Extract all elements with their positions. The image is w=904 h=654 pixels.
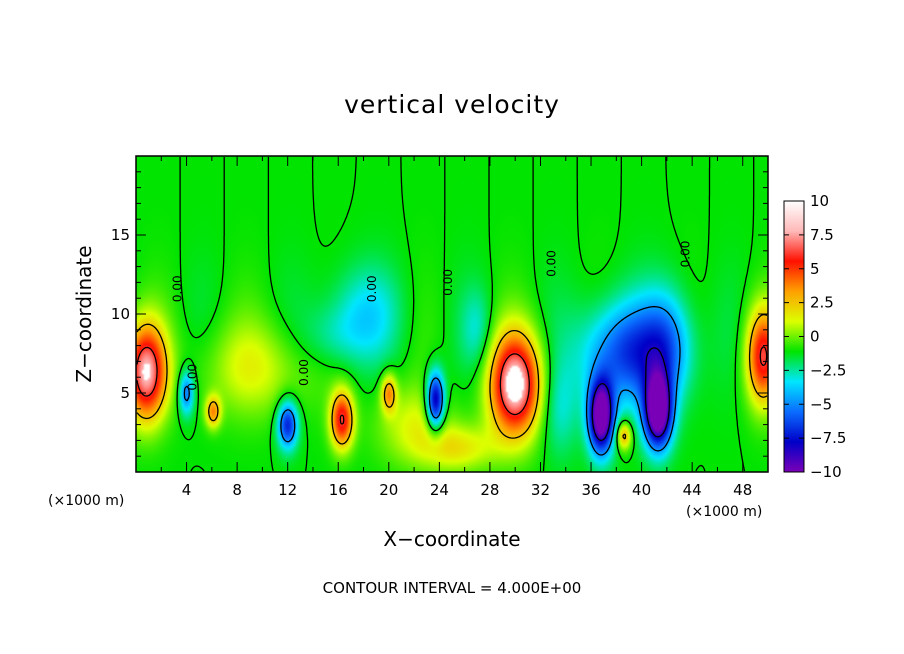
velocity-heatmap xyxy=(136,156,768,472)
y-tick-label: 15 xyxy=(111,226,130,244)
contour-lines xyxy=(136,157,768,472)
colorbar-tick-label: −7.5 xyxy=(810,429,846,447)
contour-label: 0.00 xyxy=(441,269,455,296)
x-tick-label: 28 xyxy=(480,481,499,499)
colorbar-tick-label: 7.5 xyxy=(810,226,834,244)
colorbar-tick-label: −10 xyxy=(810,463,842,481)
colorbar: 10 7.5 5 2.5 0 −2.5 −5 −7.5 −10 xyxy=(783,192,846,481)
y-tick-label: 5 xyxy=(120,384,130,402)
contour-label: 0.00 xyxy=(679,241,693,268)
x-tick-label: 16 xyxy=(329,481,348,499)
chart-title: vertical velocity xyxy=(344,90,560,119)
colorbar-tick-label: 2.5 xyxy=(810,294,834,312)
contour-level xyxy=(591,347,671,442)
x-tick-label: 40 xyxy=(632,481,651,499)
x-unit-label-left: (×1000 m) xyxy=(48,493,124,509)
x-tick-label: 8 xyxy=(232,481,242,499)
contour-label: 0.00 xyxy=(186,364,200,391)
colorbar-tick-label: 0 xyxy=(810,328,820,346)
y-axis-label: Z−coordinate xyxy=(72,245,96,382)
colorbar-ticks: 10 7.5 5 2.5 0 −2.5 −5 −7.5 −10 xyxy=(784,192,846,481)
colorbar-tick-label: 5 xyxy=(810,260,820,278)
x-axis-label: X−coordinate xyxy=(383,527,520,551)
contour-label: 0.00 xyxy=(297,359,311,386)
colorbar-tick-label: −2.5 xyxy=(810,361,846,379)
contour-label: 0.00 xyxy=(171,275,185,302)
plot-area: 0.000.00 0.000.00 0.000.00 0.00 4 8 12 16 20 24 2… xyxy=(111,155,769,499)
contour-labels: 0.00 0.00 0.00 0.00 0.00 0.00 0.00 xyxy=(171,241,693,391)
contour-interval-footer: CONTOUR INTERVAL = 4.000E+00 xyxy=(323,579,582,597)
x-tick-label: 4 xyxy=(182,481,192,499)
contour-level xyxy=(136,346,768,425)
contour-level xyxy=(183,306,681,456)
x-tick-label: 32 xyxy=(531,481,550,499)
contour-label: 0.00 xyxy=(545,250,559,277)
x-tick-label: 24 xyxy=(430,481,449,499)
x-axis-ticks: 4 8 12 16 20 24 28 32 36 40 44 48 xyxy=(160,156,752,499)
y-tick-label: 10 xyxy=(111,305,130,323)
x-tick-label: 48 xyxy=(733,481,752,499)
x-tick-label: 44 xyxy=(683,481,702,499)
y-axis-ticks: 5 10 15 xyxy=(111,171,768,457)
x-tick-label: 36 xyxy=(581,481,600,499)
colorbar-tick-label: −5 xyxy=(810,395,832,413)
contour-label: 0.00 xyxy=(365,275,379,302)
contour-level xyxy=(176,157,755,472)
colorbar-tick-label: 10 xyxy=(810,192,829,210)
x-unit-label-right: (×1000 m) xyxy=(686,504,762,520)
contour-level xyxy=(136,313,768,445)
x-tick-label: 20 xyxy=(379,481,398,499)
x-tick-label: 12 xyxy=(278,481,297,499)
